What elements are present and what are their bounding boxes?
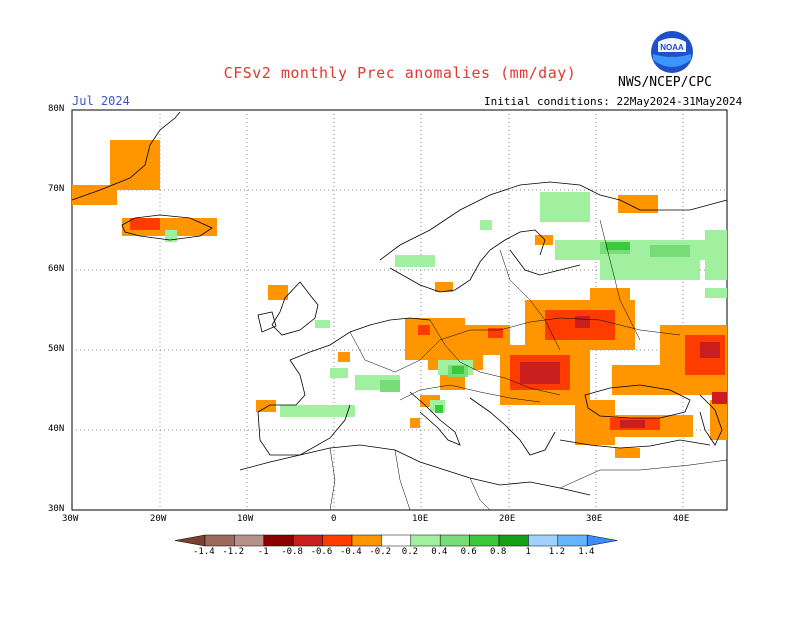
colorbar-tick-label: -0.2 [369, 547, 392, 557]
colorbar-swatch [557, 534, 588, 547]
colorbar-tick-label: 0.8 [490, 547, 507, 557]
lon-label: 10W [237, 514, 254, 524]
colorbar-tick-label: 1.2 [548, 547, 566, 557]
colorbar-tick-label: 1 [525, 547, 531, 557]
colorbar-tick-label: -0.8 [281, 547, 303, 557]
colorbar-tick-label: 0.6 [460, 547, 477, 557]
colorbar-tick-label: -1 [257, 547, 269, 557]
lat-label: 80N [48, 104, 65, 114]
country-borders [329, 219, 728, 511]
colorbar-swatch [263, 534, 294, 547]
colorbar-swatch [498, 534, 529, 547]
forecast-month: Jul 2024 [72, 94, 130, 108]
colorbar-max-arrow [586, 534, 618, 547]
svg-text:NOAA: NOAA [660, 43, 684, 52]
agency-label: NWS/NCEP/CPC [618, 75, 712, 90]
colorbar-swatch [322, 534, 353, 547]
lon-label: 10E [412, 514, 429, 524]
initial-conditions: Initial conditions: 22May2024-31May2024 [484, 95, 743, 108]
lat-label: 40N [48, 424, 65, 434]
colorbar-tick-label: -0.4 [340, 547, 362, 557]
colorbar-tick-label: -0.6 [310, 547, 333, 557]
colorbar-tick-label: 0.4 [431, 547, 448, 557]
colorbar-swatch [410, 534, 441, 547]
colorbar-swatch [381, 534, 412, 547]
dry-anomaly-strong [520, 316, 727, 428]
colorbar-swatch [234, 534, 265, 547]
colorbar-swatch [292, 534, 323, 547]
colorbar-tick-label: 0.2 [401, 547, 419, 557]
colorbar-swatch [204, 534, 235, 547]
colorbar-tick-label: 1.4 [578, 547, 595, 557]
lon-label: 0 [331, 514, 337, 524]
colorbar-swatch [351, 534, 382, 547]
lon-label: 30E [586, 514, 603, 524]
colorbar-swatch [439, 534, 470, 547]
lon-label: 20W [150, 514, 167, 524]
lon-label: 40E [673, 514, 690, 524]
noaa-logo-icon: NOAA [651, 31, 693, 73]
lat-label: 70N [48, 184, 65, 194]
colorbar [174, 534, 618, 547]
colorbar-swatch [528, 534, 559, 547]
colorbar-tick-label: -1.2 [222, 547, 245, 557]
map-title: CFSv2 monthly Prec anomalies (mm/day) [223, 64, 577, 82]
lat-label: 60N [48, 264, 65, 274]
lon-label: 30W [62, 514, 79, 524]
colorbar-min-arrow [174, 534, 206, 547]
lat-label: 50N [48, 344, 65, 354]
coastlines [71, 111, 728, 496]
wet-anomaly-strong [435, 242, 630, 413]
lon-label: 20E [499, 514, 516, 524]
colorbar-tick-label: -1.4 [193, 547, 215, 557]
lat-label: 30N [48, 504, 65, 514]
colorbar-swatch [469, 534, 500, 547]
